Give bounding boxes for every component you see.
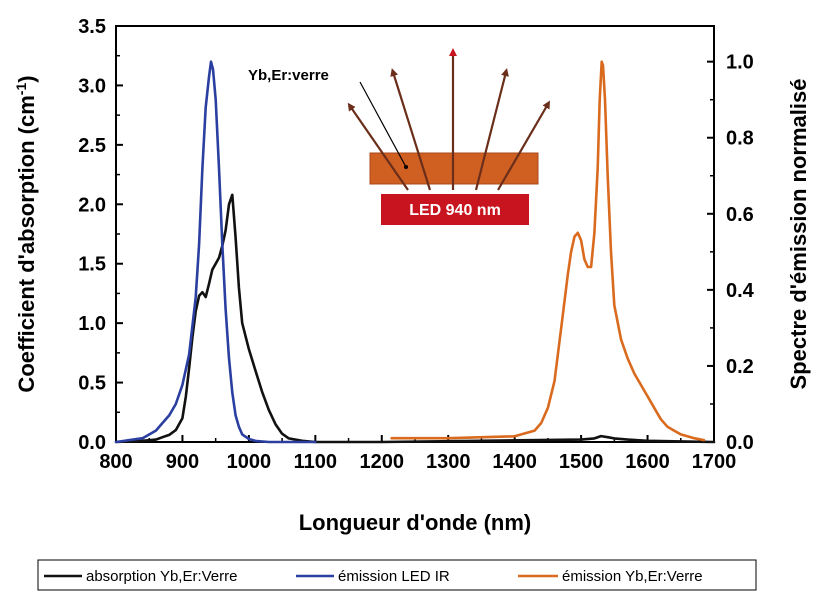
x-axis-title: Longueur d'onde (nm) bbox=[299, 510, 532, 535]
legend-label-led: émission LED IR bbox=[338, 568, 450, 585]
emission-arrow-4 bbox=[474, 68, 509, 191]
x-tick-label: 900 bbox=[166, 451, 199, 473]
x-tick-label: 1500 bbox=[559, 451, 604, 473]
y-left-tick-label: 1.0 bbox=[78, 313, 106, 335]
x-tick-label: 1200 bbox=[360, 451, 405, 473]
y-right-tick-label: 1.0 bbox=[726, 52, 754, 74]
y-left-tick-label: 0.0 bbox=[78, 432, 106, 454]
series-er-emission-line bbox=[390, 60, 706, 442]
led-box bbox=[381, 194, 529, 225]
x-tick-label: 1700 bbox=[692, 451, 737, 473]
y-axis-left-title-end: ) bbox=[14, 75, 39, 82]
emission-arrow-1 bbox=[347, 102, 409, 191]
legend: absorption Yb,Er:Verre émission LED IR é… bbox=[37, 559, 757, 591]
y-right-tick-label: 0.4 bbox=[726, 280, 755, 302]
series-absorption-line bbox=[114, 193, 716, 444]
y-left-tick-label: 1.5 bbox=[78, 254, 106, 276]
x-tick-label: 1100 bbox=[294, 451, 337, 473]
y-right-tick-label: 0.8 bbox=[726, 128, 754, 150]
y-right-tick-label: 0.0 bbox=[726, 432, 754, 454]
series-led-emission-line bbox=[114, 60, 317, 444]
y-axis-left-title-main: Coefficient d'absorption (cm bbox=[14, 95, 39, 392]
y-axis-left-title-sup: -1 bbox=[13, 83, 29, 96]
y-axis-right-title: Spectre d'émission normalisé bbox=[786, 79, 811, 390]
y-left-tick-label: 2.5 bbox=[78, 135, 106, 157]
x-tick-label: 1300 bbox=[426, 451, 471, 473]
series-group bbox=[114, 60, 716, 444]
legend-label-absorption: absorption Yb,Er:Verre bbox=[86, 568, 237, 585]
y-axis-left-title: Coefficient d'absorption (cm-1) bbox=[13, 75, 39, 392]
y-axis-left: 0.0 0.5 1.0 1.5 2.0 2.5 3.0 3.5 bbox=[78, 16, 123, 454]
emission-arrow-2 bbox=[390, 68, 432, 191]
x-tick-label: 800 bbox=[99, 451, 132, 473]
material-label: Yb,Er:verre bbox=[248, 67, 329, 84]
material-pointer-dot bbox=[404, 165, 408, 169]
inset-illustration: LED 940 nm Yb,Er:verre bbox=[248, 48, 551, 225]
x-tick-label: 1000 bbox=[227, 451, 272, 473]
y-axis-right: 0.0 0.2 0.4 0.6 0.8 1.0 bbox=[707, 52, 755, 454]
legend-label-er: émission Yb,Er:Verre bbox=[562, 568, 703, 585]
y-left-tick-label: 3.5 bbox=[78, 16, 106, 38]
plot-frame bbox=[115, 25, 715, 443]
x-tick-label: 1600 bbox=[625, 451, 670, 473]
led-label: LED 940 nm bbox=[409, 202, 501, 219]
y-right-tick-label: 0.2 bbox=[726, 356, 754, 378]
emission-arrow-5 bbox=[497, 100, 551, 191]
material-pointer bbox=[359, 81, 407, 168]
y-left-tick-label: 3.0 bbox=[78, 75, 106, 97]
y-left-tick-label: 0.5 bbox=[78, 373, 106, 395]
legend-box bbox=[37, 559, 757, 591]
x-tick-label: 1400 bbox=[492, 451, 537, 473]
y-left-tick-label: 2.0 bbox=[78, 194, 106, 216]
y-right-tick-label: 0.6 bbox=[726, 204, 754, 226]
